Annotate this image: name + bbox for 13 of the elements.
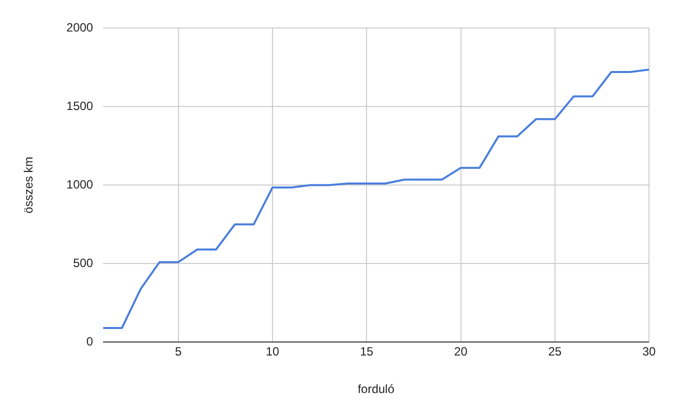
- y-tick-label: 500: [73, 256, 94, 270]
- x-tick-label: 30: [642, 344, 656, 359]
- x-tick-label: 20: [454, 344, 468, 359]
- y-tick-label: 0: [86, 334, 94, 349]
- x-tick-label: 15: [360, 344, 374, 359]
- x-tick-label: 25: [548, 344, 562, 359]
- x-axis-title: forduló: [358, 382, 395, 396]
- x-tick-label: 10: [266, 344, 280, 359]
- y-tick-label: 2000: [66, 20, 94, 34]
- y-tick-label: 1000: [66, 177, 94, 192]
- y-axis-title: összes km: [22, 156, 36, 214]
- y-tick-label: 1500: [66, 98, 94, 113]
- x-tick-label: 5: [175, 344, 182, 359]
